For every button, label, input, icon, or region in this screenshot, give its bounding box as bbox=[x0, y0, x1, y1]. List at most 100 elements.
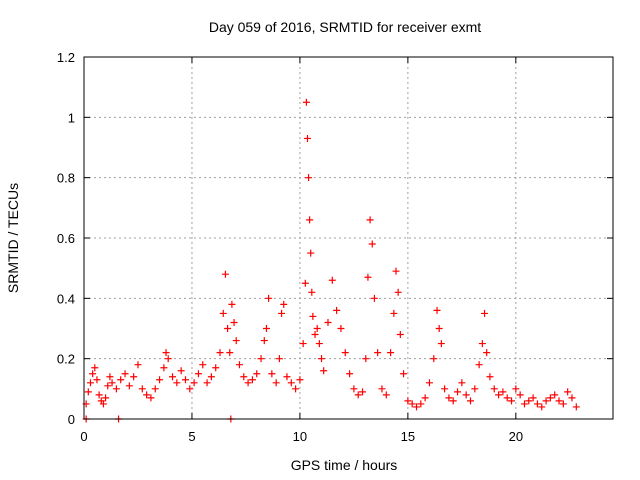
data-point bbox=[478, 340, 486, 348]
data-point bbox=[219, 309, 227, 317]
data-point bbox=[564, 388, 572, 396]
y-tick-label: 0 bbox=[68, 412, 75, 427]
y-tick-label: 1.2 bbox=[57, 50, 75, 65]
data-point bbox=[306, 216, 314, 224]
data-point bbox=[382, 391, 390, 399]
data-point bbox=[235, 361, 243, 369]
data-point bbox=[458, 379, 466, 387]
data-point bbox=[499, 388, 507, 396]
data-point bbox=[462, 391, 470, 399]
data-point bbox=[378, 385, 386, 393]
chart-title: Day 059 of 2016, SRMTID for receiver exm… bbox=[209, 19, 481, 35]
y-tick-label: 0.2 bbox=[57, 352, 75, 367]
data-point bbox=[408, 400, 416, 408]
data-point bbox=[404, 397, 412, 405]
data-point bbox=[445, 394, 453, 402]
data-point bbox=[106, 373, 114, 381]
data-point bbox=[299, 340, 307, 348]
data-point bbox=[138, 385, 146, 393]
y-tick-label: 0.6 bbox=[57, 231, 75, 246]
data-point bbox=[240, 373, 248, 381]
data-point bbox=[280, 300, 288, 308]
data-point bbox=[253, 370, 261, 378]
data-point bbox=[449, 397, 457, 405]
data-point bbox=[104, 382, 112, 390]
data-point bbox=[394, 288, 402, 296]
x-axis-label: GPS time / hours bbox=[291, 457, 398, 473]
data-point bbox=[311, 331, 319, 339]
data-point bbox=[490, 385, 498, 393]
data-point bbox=[134, 361, 142, 369]
data-point bbox=[313, 325, 321, 332]
y-tick-label: 0.8 bbox=[57, 171, 75, 186]
data-point bbox=[160, 364, 168, 372]
data-point bbox=[341, 349, 349, 357]
data-point bbox=[130, 373, 138, 381]
data-point bbox=[362, 355, 370, 363]
data-point bbox=[328, 276, 336, 284]
data-point bbox=[283, 373, 291, 381]
data-point bbox=[503, 394, 511, 402]
data-point bbox=[248, 376, 256, 384]
data-point bbox=[230, 318, 238, 326]
data-point bbox=[396, 331, 404, 339]
data-point bbox=[265, 294, 273, 302]
data-point bbox=[181, 376, 189, 384]
data-point bbox=[400, 370, 408, 378]
axis-ticks: 0 0.2 0.4 0.6 0.8 1 1.2 0 5 10 15 20 bbox=[57, 50, 613, 444]
data-point bbox=[430, 355, 438, 363]
data-point bbox=[203, 379, 211, 387]
data-point bbox=[99, 400, 107, 408]
data-point bbox=[112, 385, 120, 393]
data-point bbox=[173, 379, 181, 387]
data-point bbox=[324, 318, 332, 326]
data-point bbox=[226, 349, 234, 357]
data-point bbox=[287, 379, 295, 387]
data-point bbox=[475, 361, 483, 369]
data-point bbox=[392, 267, 400, 275]
data-point bbox=[390, 309, 398, 317]
data-point bbox=[413, 403, 421, 411]
data-point bbox=[555, 397, 563, 405]
data-point bbox=[483, 349, 491, 357]
data-point bbox=[350, 385, 358, 393]
data-point bbox=[169, 373, 177, 381]
data-point bbox=[305, 174, 313, 182]
data-point bbox=[471, 385, 479, 393]
data-point bbox=[368, 240, 376, 248]
data-point bbox=[232, 337, 240, 345]
data-point bbox=[228, 300, 236, 308]
data-point bbox=[333, 306, 341, 314]
data-point bbox=[520, 400, 528, 408]
data-point bbox=[143, 391, 151, 399]
data-point bbox=[481, 309, 489, 317]
x-tick-label: 20 bbox=[509, 429, 523, 444]
data-point bbox=[320, 367, 328, 375]
data-point bbox=[125, 382, 133, 390]
data-point bbox=[525, 397, 533, 405]
data-point bbox=[346, 370, 354, 378]
data-point bbox=[421, 394, 429, 402]
data-point bbox=[296, 376, 304, 384]
data-point bbox=[162, 349, 170, 357]
data-point bbox=[437, 340, 445, 348]
data-point bbox=[84, 388, 92, 396]
data-point bbox=[186, 385, 194, 393]
data-point bbox=[538, 403, 546, 411]
data-point bbox=[533, 400, 541, 408]
y-tick-label: 1 bbox=[68, 110, 75, 125]
data-point bbox=[542, 397, 550, 405]
data-point bbox=[108, 379, 116, 387]
data-point bbox=[190, 379, 198, 387]
data-point bbox=[466, 397, 474, 405]
data-point bbox=[272, 379, 280, 387]
data-point bbox=[508, 397, 516, 405]
data-point bbox=[309, 312, 317, 320]
data-point bbox=[95, 391, 103, 399]
data-point bbox=[370, 294, 378, 302]
data-point bbox=[364, 273, 372, 281]
data-point bbox=[224, 325, 232, 332]
data-point bbox=[529, 394, 537, 402]
grid-lines bbox=[84, 57, 613, 419]
